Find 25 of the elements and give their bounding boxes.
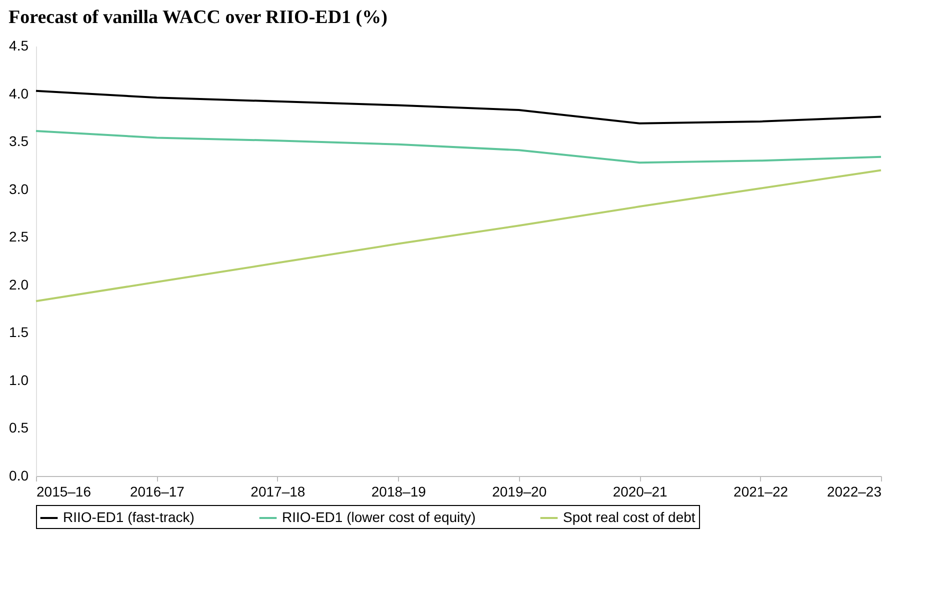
y-tick-label: 1.5 [9, 324, 29, 340]
y-tick-label: 4.0 [9, 85, 29, 102]
x-tick-label: 2019–20 [492, 484, 547, 500]
chart-title: Forecast of vanilla WACC over RIIO-ED1 (%) [8, 7, 388, 28]
x-tick-label: 2016–17 [130, 484, 185, 500]
y-tick-label: 3.5 [9, 133, 29, 150]
line-series [35, 90, 882, 124]
x-tick-label: 2018–19 [371, 484, 426, 500]
legend-label: RIIO-ED1 (lower cost of equity) [282, 509, 476, 525]
line-series [35, 130, 882, 164]
y-tick-label: 0.5 [9, 420, 29, 436]
x-tick-label: 2017–18 [250, 484, 306, 500]
y-tick-label: 1.0 [9, 372, 29, 388]
line-series [35, 169, 882, 302]
y-tick-label: 4.5 [9, 38, 29, 54]
legend-label: RIIO-ED1 (fast-track) [63, 509, 194, 525]
y-tick-label: 3.0 [9, 180, 29, 197]
y-tick-label: 2.0 [9, 276, 29, 292]
x-tick-label: 2021–22 [734, 484, 788, 500]
y-tick-label: 2.5 [9, 228, 29, 245]
x-tick-label: 2022–23 [826, 484, 882, 500]
x-tick-label: 2020–21 [612, 484, 668, 500]
legend-label: Spot real cost of debt [563, 509, 696, 525]
y-tick-label: 0.0 [9, 468, 29, 484]
x-tick-label: 2015–16 [36, 484, 92, 500]
